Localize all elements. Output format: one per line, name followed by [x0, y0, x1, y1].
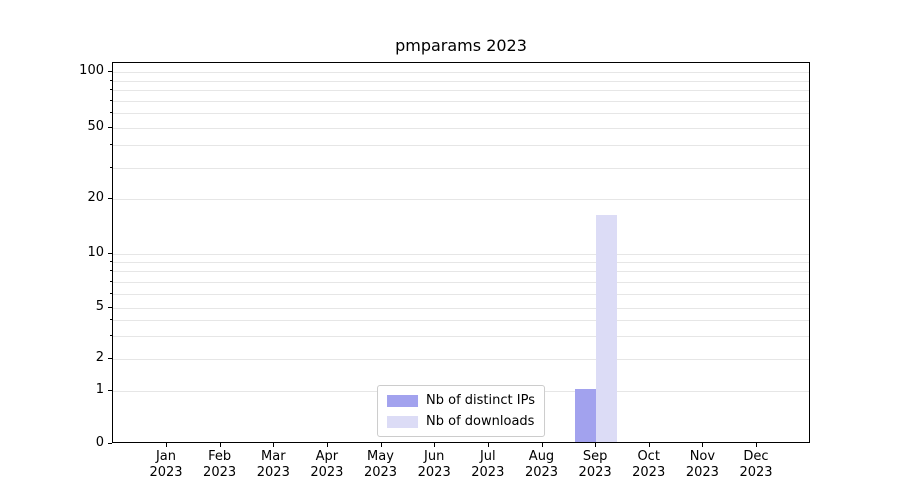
y-minor-tick	[110, 292, 112, 294]
x-tick-label: Sep 2023	[578, 449, 612, 480]
gridline	[113, 253, 809, 255]
y-minor-tick	[110, 261, 112, 263]
x-tick-label: Feb 2023	[203, 449, 237, 480]
x-tick-label: Dec 2023	[739, 449, 773, 480]
y-tick-label: 100	[79, 63, 104, 79]
gridline	[113, 128, 809, 130]
chart-title: pmparams 2023	[395, 36, 527, 55]
gridline	[113, 293, 809, 295]
x-tick	[219, 443, 221, 447]
y-tick-label: 0	[95, 435, 104, 450]
y-minor-tick	[110, 112, 112, 114]
gridline	[113, 271, 809, 273]
gridline	[113, 80, 809, 82]
y-tick-label: 2	[95, 350, 104, 365]
y-tick-label: 10	[87, 244, 104, 260]
y-tick	[108, 390, 112, 391]
gridline	[113, 90, 809, 92]
x-tick	[541, 443, 543, 447]
gridline	[113, 101, 809, 102]
x-tick	[648, 443, 650, 447]
y-minor-tick	[110, 79, 112, 81]
gridline	[113, 167, 809, 169]
legend-swatch-downloads	[387, 415, 419, 428]
legend-label-distinct-ips: Nb of distinct IPs	[426, 393, 535, 408]
y-minor-tick	[110, 270, 112, 272]
x-tick	[380, 443, 382, 447]
gridline	[113, 336, 809, 338]
y-tick	[108, 127, 112, 129]
x-tick-label: Jul 2023	[471, 449, 505, 480]
x-tick	[756, 443, 757, 447]
x-tick-label: Nov 2023	[685, 449, 719, 480]
bar-downloads	[596, 214, 618, 442]
y-minor-tick	[110, 144, 112, 146]
legend-item-distinct-ips: Nb of distinct IPs	[387, 393, 535, 408]
gridline	[113, 145, 809, 147]
y-tick	[108, 307, 112, 308]
y-minor-tick	[110, 280, 112, 282]
x-tick	[702, 443, 704, 447]
y-minor-tick	[110, 166, 112, 168]
y-tick	[108, 443, 112, 444]
x-tick	[487, 443, 489, 447]
plot-area: Nb of distinct IPs Nb of downloads	[112, 62, 810, 443]
y-tick	[108, 198, 112, 199]
y-tick	[108, 252, 112, 254]
y-tick	[108, 71, 112, 73]
gridline	[113, 359, 809, 360]
x-tick-label: Aug 2023	[524, 449, 559, 480]
x-tick-label: Jan 2023	[149, 449, 183, 480]
y-minor-tick	[110, 100, 112, 101]
legend: Nb of distinct IPs Nb of downloads	[377, 385, 545, 437]
gridline	[113, 320, 809, 322]
y-minor-tick	[110, 335, 112, 337]
y-tick-label: 50	[87, 119, 104, 135]
legend-item-downloads: Nb of downloads	[387, 414, 535, 429]
x-tick-label: Jun 2023	[417, 449, 451, 480]
y-minor-tick	[110, 89, 112, 91]
x-tick	[166, 443, 167, 447]
gridline	[113, 199, 809, 200]
x-tick	[595, 443, 597, 447]
bar-distinct-ips	[575, 389, 597, 442]
legend-swatch-distinct-ips	[387, 394, 419, 407]
gridline	[113, 113, 809, 115]
y-tick-label: 5	[95, 299, 104, 314]
gridline	[113, 262, 809, 264]
x-tick-label: Apr 2023	[310, 449, 344, 480]
y-tick-label: 20	[87, 190, 104, 205]
gridline	[113, 308, 809, 309]
legend-label-downloads: Nb of downloads	[426, 414, 535, 429]
x-tick-label: May 2023	[363, 449, 398, 480]
y-minor-tick	[110, 319, 112, 321]
gridline	[113, 281, 809, 283]
x-tick-label: Mar 2023	[256, 449, 290, 480]
y-tick	[108, 358, 112, 359]
x-tick	[434, 443, 436, 447]
x-tick	[326, 443, 328, 447]
y-tick-label: 1	[95, 382, 104, 397]
x-tick-label: Oct 2023	[632, 449, 666, 480]
gridline	[113, 72, 809, 74]
x-tick	[273, 443, 275, 447]
